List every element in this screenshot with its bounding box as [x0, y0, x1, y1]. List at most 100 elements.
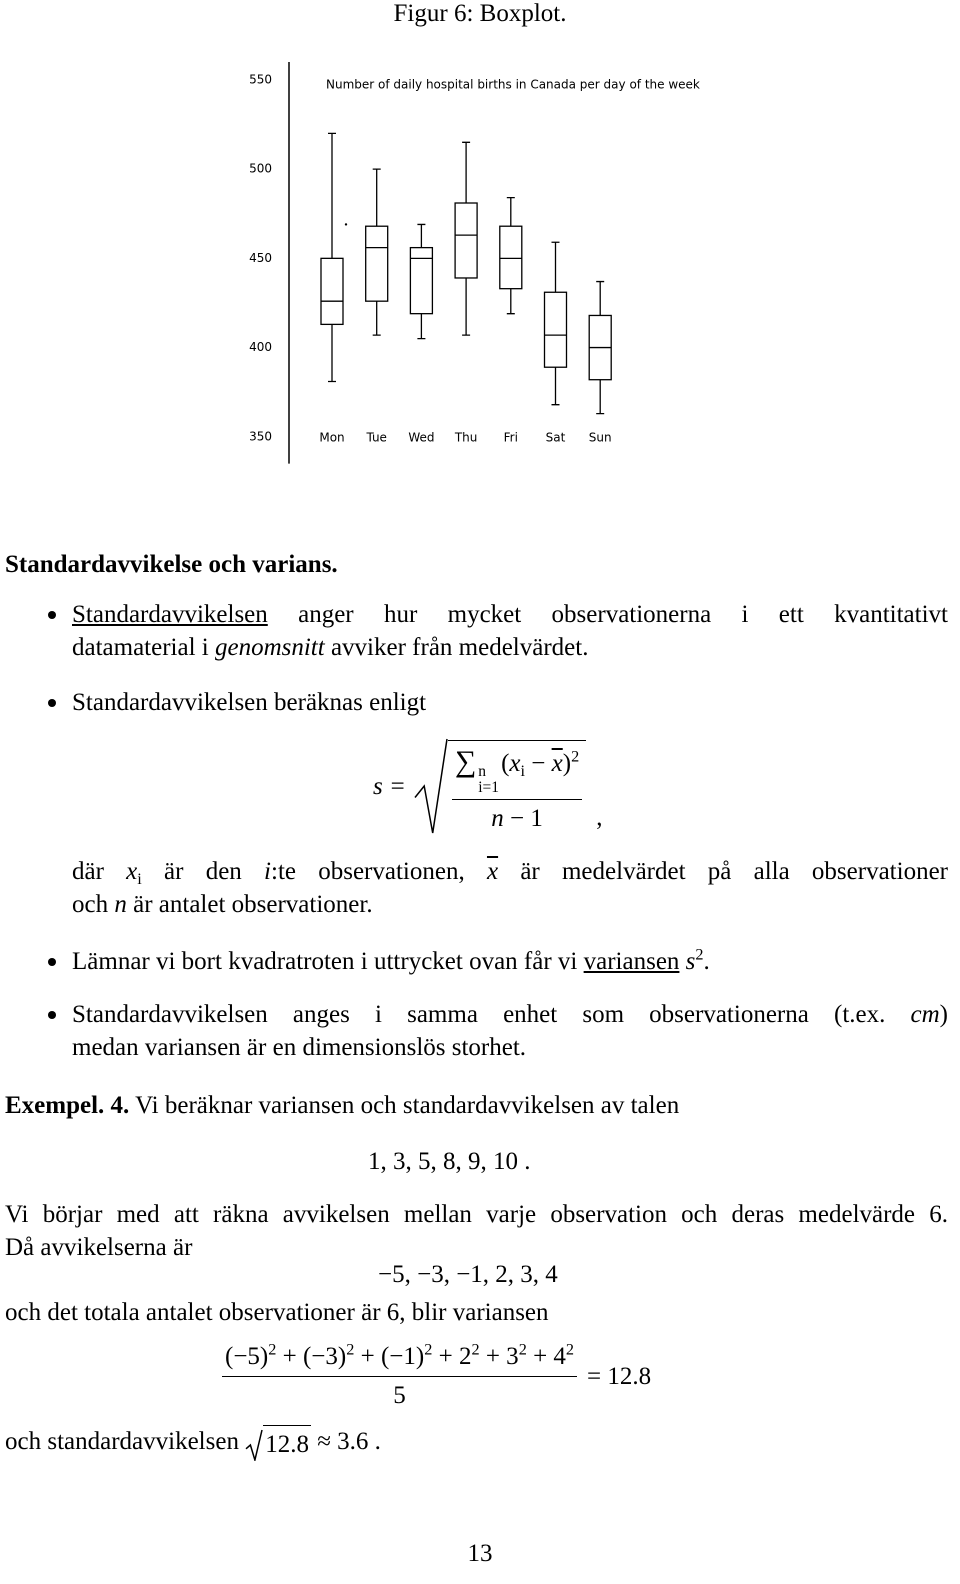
text-run: i [137, 869, 142, 888]
text-run: x [486, 858, 499, 885]
whisker-low [551, 367, 560, 406]
upper-limit: n [478, 763, 486, 780]
figure-caption: Figur 6: Boxplot. [393, 0, 567, 27]
numerator: (−5)2 + (−3)2 + (−1)2 + 22 + 32 + 42 [222, 1340, 578, 1377]
display-block: −5, −3, −1, 2, 3, 4 [378, 1258, 558, 1291]
text-run: + 2 [432, 1343, 472, 1370]
text-line: −5, −3, −1, 2, 3, 4 [378, 1258, 558, 1291]
page-number: 13 [467, 1540, 493, 1567]
formula-after: , [596, 804, 603, 831]
bullet-block: Standardavvikelsen anges i samma enhet s… [48, 998, 948, 1064]
y-tick-label: 350 [249, 429, 272, 443]
denominator: 5 [393, 1377, 406, 1411]
text-block: Exempel. 4. Vi beräknar variansen och st… [5, 1089, 948, 1122]
text-block: Vi börjar med att räkna avvikelsen mella… [5, 1198, 948, 1264]
text-line: och n är antalet observationer. [72, 888, 948, 921]
text-block: och det totala antalet observationer är … [5, 1296, 948, 1329]
bullet-dot [48, 611, 56, 619]
sum-limits: n i=1 [478, 764, 499, 795]
x-tick-label: Mon [319, 430, 344, 444]
text-run: och standardavvikelsen [5, 1428, 246, 1455]
y-tick-label: 450 [249, 251, 272, 265]
y-tick-label: 550 [249, 72, 272, 86]
whisker-low [328, 324, 336, 383]
text-run: + 4 [526, 1343, 566, 1370]
text-run: x [551, 749, 563, 777]
text-run: 2 [346, 1340, 355, 1359]
display-block: 1, 3, 5, 8, 9, 10 . [368, 1145, 531, 1178]
text-line: 1, 3, 5, 8, 9, 10 . [368, 1145, 531, 1178]
bullet-dot [48, 958, 56, 966]
radical-path [414, 738, 448, 834]
box [454, 202, 478, 279]
whisker-high [462, 141, 471, 204]
text-run: i [264, 858, 271, 885]
text-run: där [72, 858, 127, 885]
text-line: där xi är den i:te observationen, x är m… [72, 855, 948, 888]
whisker-high [372, 168, 381, 227]
text-run: + (−3) [276, 1343, 347, 1370]
bullet-block: Lämnar vi bort kvadratroten i uttrycket … [48, 945, 948, 978]
text-line: Standardavvikelsen anger hur mycket obse… [72, 598, 948, 631]
text-run: . [703, 948, 710, 975]
text-run: + 3 [479, 1343, 519, 1370]
text-line: Standardavvikelse och varians. [5, 548, 905, 581]
text-run: Standardavvikelsen [72, 601, 268, 628]
text-run: Standardavvikelsen beräknas enligt [72, 689, 427, 716]
text-line: Standardavvikelsen anges i samma enhet s… [72, 998, 948, 1031]
text-run: Standardavvikelse och varians. [5, 551, 338, 578]
text-run: avviker från medelvärdet. [324, 634, 589, 661]
heading-block: Standardavvikelse och varians. [5, 548, 905, 581]
boxplot-chart: Number of daily hospital births in Canad… [249, 62, 700, 464]
x-tick-label: Thu [454, 430, 478, 444]
text-run: ) [562, 749, 572, 777]
text-run: 2 [268, 1340, 277, 1359]
fraction: (−5)2 + (−3)2 + (−1)2 + 22 + 32 + 42 5 [222, 1340, 578, 1411]
bullet-block: Standardavvikelsen beräknas enligt [48, 686, 948, 719]
box [543, 291, 568, 368]
text-line: Då avvikelserna är [5, 1231, 948, 1264]
text-run: :te observationen, [271, 858, 487, 885]
text-run: (−5) [225, 1343, 269, 1370]
x-tick-label: Wed [408, 430, 434, 444]
text-run: 1, 3, 5, 8, 9, 10 . [368, 1148, 531, 1175]
text-line: Vi börjar med att räkna avvikelsen mella… [5, 1198, 948, 1231]
numerator: ∑ n i=1 (xi − x)2 [451, 746, 583, 800]
text-run: är den [141, 858, 265, 885]
text-line: datamaterial i genomsnitt avviker från m… [72, 631, 948, 664]
radical-sign [414, 738, 448, 834]
x-tick-label: Fri [504, 430, 518, 444]
text-run: 2 [571, 746, 580, 765]
text-run: + (−1) [354, 1343, 425, 1370]
text-run: och [72, 891, 115, 918]
chart-title: Number of daily hospital births in Canad… [326, 78, 700, 92]
text-line: Lämnar vi bort kvadratroten i uttrycket … [72, 945, 948, 978]
square-root: 12.8 [245, 1425, 311, 1462]
box [365, 225, 389, 302]
radicand: 12.8 [263, 1425, 311, 1461]
whisker-low [372, 301, 381, 336]
bullet-dot [48, 699, 56, 707]
formula-after: = 12.8 [587, 1363, 652, 1390]
bullet-dot [48, 1011, 56, 1019]
text-block: och standardavvikelsen 12.8 ≈ 3.6 . [5, 1425, 948, 1462]
text-run: ≈ 3.6 . [310, 1428, 381, 1455]
text-run: Då avvikelserna är [5, 1234, 193, 1261]
text-run: 2 [471, 1340, 480, 1359]
text-run: anger hur mycket observationerna i ett k… [267, 601, 948, 628]
outlier [344, 223, 348, 226]
text-run: och det totala antalet observationer är … [5, 1299, 549, 1326]
bullet-block: Standardavvikelsen anger hur mycket obse… [48, 598, 948, 664]
text-run: 2 [518, 1340, 527, 1359]
text-run: genomsnitt [214, 634, 325, 661]
whisker-high [417, 223, 426, 248]
text-run: datamaterial i [72, 634, 215, 661]
text-run: n [114, 891, 127, 918]
text-run: är antalet observationer. [126, 891, 373, 918]
text-line: och standardavvikelsen 12.8 ≈ 3.6 . [5, 1425, 948, 1462]
text-run: ( [501, 749, 510, 777]
radical-path [245, 1430, 263, 1462]
box [499, 225, 523, 290]
text-run: x [126, 858, 138, 885]
